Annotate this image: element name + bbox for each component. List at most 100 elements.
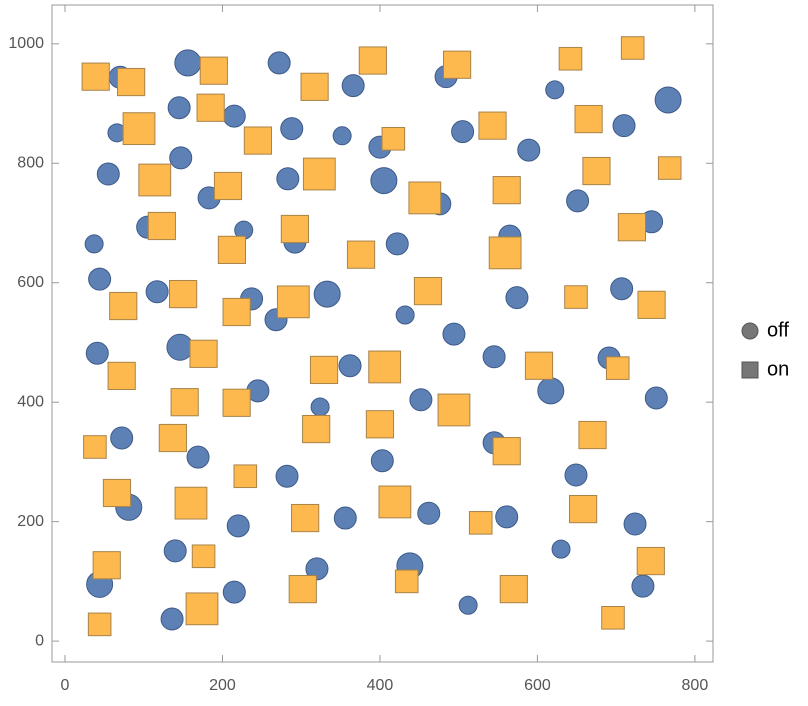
point <box>341 74 365 98</box>
point <box>217 235 247 264</box>
point <box>267 51 291 75</box>
point <box>637 290 666 319</box>
y-tick-label: 400 <box>17 393 44 410</box>
point <box>160 607 184 631</box>
point <box>644 386 668 410</box>
point <box>222 104 246 128</box>
point <box>394 569 419 594</box>
legend-label: on <box>767 358 789 380</box>
point <box>601 606 625 630</box>
point <box>83 435 107 459</box>
point <box>189 339 218 368</box>
point <box>545 80 565 100</box>
point <box>302 157 336 191</box>
point <box>636 546 665 576</box>
point <box>620 36 645 60</box>
point <box>338 354 362 378</box>
point <box>368 350 402 384</box>
point <box>110 426 134 450</box>
point <box>222 580 246 604</box>
point <box>117 67 146 97</box>
x-tick-label: 600 <box>524 677 551 694</box>
point <box>300 72 329 101</box>
point <box>96 162 120 186</box>
point <box>309 355 339 385</box>
point <box>147 211 176 241</box>
point <box>191 544 216 569</box>
point <box>226 514 250 538</box>
point <box>174 486 208 520</box>
y-tick-label: 1000 <box>8 35 44 52</box>
point <box>169 146 193 170</box>
legend-marker <box>741 322 759 340</box>
point <box>109 291 138 321</box>
point <box>167 96 191 120</box>
point <box>582 156 611 186</box>
point <box>305 557 329 581</box>
point <box>488 236 522 270</box>
point <box>81 62 110 91</box>
point <box>578 420 607 450</box>
point <box>84 234 104 254</box>
point <box>537 377 565 405</box>
point <box>451 120 475 144</box>
point <box>302 414 331 444</box>
point <box>417 501 441 525</box>
point <box>568 494 598 524</box>
point <box>381 126 406 151</box>
point <box>413 276 443 306</box>
point <box>605 356 630 380</box>
point <box>170 388 199 417</box>
point <box>492 176 521 205</box>
point <box>333 506 357 530</box>
point <box>233 464 258 489</box>
point <box>346 240 376 269</box>
point <box>310 397 330 417</box>
point <box>657 156 682 180</box>
point <box>395 305 415 325</box>
point <box>280 117 304 141</box>
point <box>275 464 299 488</box>
point <box>505 286 529 310</box>
point <box>492 437 521 466</box>
point <box>163 539 187 563</box>
point <box>168 279 198 309</box>
point <box>288 575 317 604</box>
point <box>517 138 541 162</box>
point <box>499 575 528 604</box>
point <box>92 551 121 580</box>
point <box>122 112 156 146</box>
point <box>313 280 341 308</box>
x-tick-label: 400 <box>367 677 394 694</box>
point <box>482 345 506 369</box>
point <box>199 56 228 85</box>
point <box>370 167 398 195</box>
point <box>276 167 300 191</box>
y-tick-label: 200 <box>17 513 44 530</box>
point <box>186 445 210 469</box>
point <box>437 393 471 427</box>
point <box>468 511 493 535</box>
point <box>443 50 472 79</box>
point <box>623 512 647 536</box>
plot-frame <box>51 4 714 663</box>
legend-label: off <box>767 319 789 341</box>
point <box>107 361 136 391</box>
point <box>243 126 272 155</box>
y-tick-label: 0 <box>35 632 44 649</box>
point <box>442 322 466 346</box>
point <box>564 285 588 309</box>
point <box>566 189 590 213</box>
point <box>617 213 647 242</box>
point <box>276 285 310 319</box>
point <box>612 114 636 138</box>
point <box>558 46 583 71</box>
point <box>574 104 603 134</box>
x-tick-label: 200 <box>209 677 236 694</box>
point <box>631 574 655 598</box>
legend-marker <box>741 361 759 379</box>
point <box>524 351 554 380</box>
point <box>87 612 112 637</box>
point <box>222 388 251 417</box>
point <box>158 423 187 453</box>
